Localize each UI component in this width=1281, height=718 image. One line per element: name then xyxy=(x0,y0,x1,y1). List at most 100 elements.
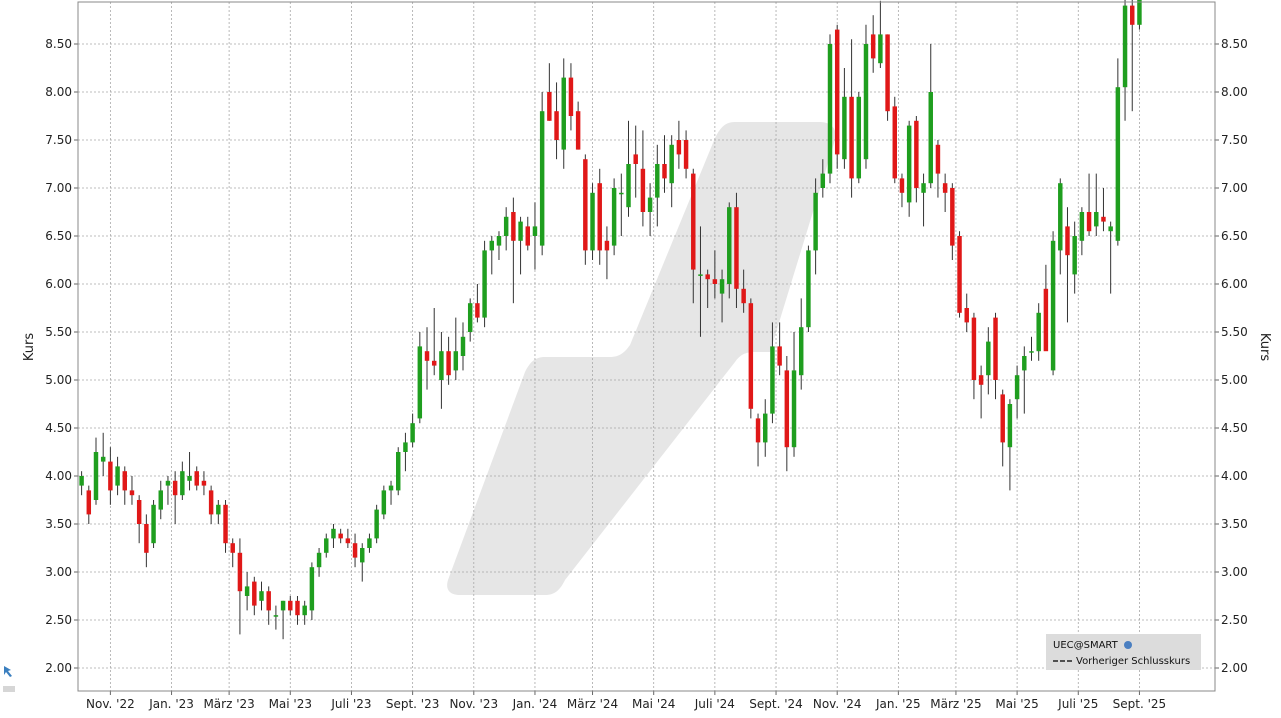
x-tick-label: Mai '25 xyxy=(995,697,1038,711)
candle-body-down xyxy=(511,212,516,241)
candle-body-up xyxy=(439,351,444,380)
candle-body-up xyxy=(1108,226,1113,232)
candle-body-down xyxy=(957,236,962,313)
candle-body-up xyxy=(791,370,797,448)
candle-body-up xyxy=(986,341,991,376)
candle-body-up xyxy=(928,92,933,184)
candle-body-up xyxy=(316,552,322,568)
candle-body-up xyxy=(388,485,394,491)
candle-body-up xyxy=(381,490,387,515)
candle-body-up xyxy=(309,567,315,611)
candle-body-down xyxy=(424,351,430,361)
candle-body-down xyxy=(201,480,207,486)
candle-body-up xyxy=(921,183,926,193)
candle-body-up xyxy=(1058,183,1063,251)
y-tick-label-right: 7.00 xyxy=(1221,181,1248,195)
x-tick-label: Mai '23 xyxy=(269,697,312,711)
y-tick-label-left: 8.50 xyxy=(45,37,72,51)
candle-body-up xyxy=(165,480,171,486)
candle-body-up xyxy=(863,44,869,160)
candle-body-up xyxy=(698,274,703,276)
legend-symbol: UEC@SMART xyxy=(1053,640,1119,651)
candle-body-down xyxy=(547,92,552,121)
x-tick-label: März '24 xyxy=(567,697,618,711)
candle-body-up xyxy=(1029,351,1034,353)
y-tick-label-left: 4.50 xyxy=(45,421,72,435)
y-tick-label-left: 3.00 xyxy=(45,565,72,579)
x-tick-label: Jan. '25 xyxy=(875,697,921,711)
y-tick-label-right: 2.00 xyxy=(1221,661,1248,675)
candle-body-up xyxy=(1036,312,1041,352)
candle-body-down xyxy=(834,29,840,155)
x-tick-label: Sept. '24 xyxy=(749,697,803,711)
candle-body-up xyxy=(273,615,279,617)
legend-background xyxy=(1046,634,1201,670)
y-tick-label-right: 3.00 xyxy=(1221,565,1248,579)
candle-body-up xyxy=(532,226,538,236)
candle-body-down xyxy=(136,500,142,524)
candle-body-up xyxy=(79,476,84,486)
y-tick-label-right: 8.00 xyxy=(1221,85,1248,99)
candle-body-down xyxy=(633,154,638,164)
y-tick-label-right: 6.50 xyxy=(1221,229,1248,243)
candle-body-down xyxy=(1086,212,1092,232)
candle-body-down xyxy=(575,111,581,150)
candle-body-down xyxy=(252,581,257,606)
candle-body-down xyxy=(597,183,602,251)
cursor-tool-icon[interactable] xyxy=(4,666,12,677)
candle-body-down xyxy=(1130,5,1135,25)
candle-body-down xyxy=(899,178,905,193)
candle-body-up xyxy=(1014,375,1020,400)
candle-body-up xyxy=(331,528,336,539)
candle-body-down xyxy=(849,96,854,179)
candle-body-down xyxy=(942,183,948,193)
x-tick-label: Juli '24 xyxy=(694,697,735,711)
candles xyxy=(79,0,1142,640)
candle-body-down xyxy=(223,504,228,544)
y-tick-label-left: 7.00 xyxy=(45,181,72,195)
candle-body-up xyxy=(151,504,156,544)
candle-body-up xyxy=(611,188,617,246)
toolbar-icon[interactable] xyxy=(3,666,15,692)
candle-body-up xyxy=(158,490,163,510)
candle-body-down xyxy=(475,303,480,318)
candle-body-down xyxy=(870,34,876,59)
x-tick-label: Sept. '25 xyxy=(1113,697,1167,711)
candle-body-up xyxy=(1022,356,1027,371)
candle-body-down xyxy=(122,471,128,491)
candle-body-up xyxy=(590,192,595,251)
candle-body-down xyxy=(755,418,761,443)
candle-body-up xyxy=(518,221,523,241)
candle-body-up xyxy=(244,586,250,596)
candle-body-down xyxy=(784,370,790,448)
x-tick-label: Mai '24 xyxy=(632,697,675,711)
candle-body-up xyxy=(1122,5,1128,88)
candle-body-up xyxy=(539,111,545,246)
x-tick-label: März '23 xyxy=(203,697,254,711)
handle-icon xyxy=(3,686,15,692)
candle-body-up xyxy=(1115,87,1121,241)
candle-body-up xyxy=(798,327,804,376)
candle-body-down xyxy=(129,490,135,496)
candle-body-up xyxy=(1007,404,1013,448)
candle-body-down xyxy=(993,317,998,380)
y-tick-label-left: 7.50 xyxy=(45,133,72,147)
candle-body-down xyxy=(950,188,955,246)
candle-body-up xyxy=(410,423,415,443)
y-tick-label-right: 2.50 xyxy=(1221,613,1248,627)
candle-body-down xyxy=(554,111,559,140)
candle-body-up xyxy=(906,125,912,203)
candle-body-up xyxy=(1094,212,1099,227)
candle-body-up xyxy=(727,207,732,284)
candle-body-up xyxy=(324,538,329,553)
candle-body-up xyxy=(669,144,674,184)
candle-body-down xyxy=(583,159,588,251)
candle-body-down xyxy=(1065,226,1070,256)
candle-body-up xyxy=(180,471,185,496)
x-tick-label: Nov. '23 xyxy=(449,697,498,711)
y-tick-label-right: 9.00 xyxy=(1221,0,1248,3)
globe-icon xyxy=(1124,641,1132,649)
y-tick-label-right: 5.50 xyxy=(1221,325,1248,339)
y-axis-title-right: Kurs xyxy=(1257,333,1272,361)
